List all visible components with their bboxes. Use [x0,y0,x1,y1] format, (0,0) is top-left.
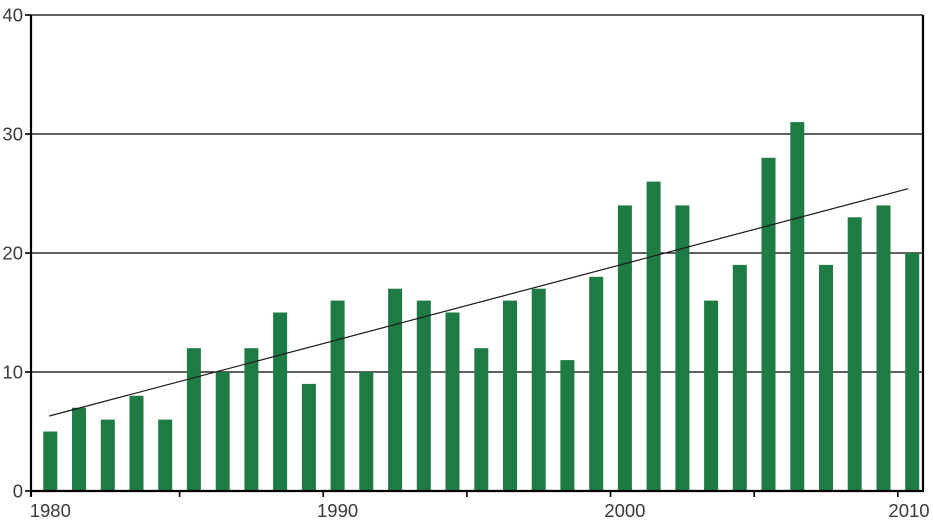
bar-2009 [876,205,891,491]
bar-2007 [819,264,833,491]
bar-2006 [790,122,805,491]
bar-1994 [445,312,460,491]
bar-2010 [905,253,920,491]
bar-1993 [416,300,431,491]
bar-1982 [100,419,115,491]
bar-1995 [474,348,489,491]
bar-1985 [186,348,201,491]
x-tick-label: 2010 [888,500,929,521]
bar-2001 [646,181,661,491]
x-tick-label: 1980 [30,500,71,521]
y-tick-label: 20 [2,243,23,264]
bar-1992 [388,288,403,491]
bar-1989 [301,383,316,491]
x-tick-label: 1990 [317,500,358,521]
bar-1990 [330,300,345,491]
y-tick-label: 40 [2,5,23,26]
trend-line [49,188,909,417]
bar-1984 [158,419,173,491]
bar-2000 [617,205,632,491]
bar-2003 [704,300,719,491]
bar-1991 [359,372,374,491]
y-tick-label: 0 [13,481,23,502]
bar-2005 [761,157,776,492]
bar-2004 [732,264,747,491]
bar-1987 [244,348,259,491]
bar-1997 [531,288,546,491]
bar-1981 [72,407,86,491]
bar-1983 [129,395,144,491]
x-tick-label: 2000 [604,500,645,521]
y-tick-label: 30 [2,124,23,145]
bar-1998 [560,360,575,491]
bar-1980 [43,431,58,491]
bar-1986 [215,372,230,491]
bar-1999 [589,276,604,491]
y-tick-label: 10 [2,362,23,383]
bar-1988 [273,312,288,491]
bar-2002 [675,205,690,491]
bar-2008 [847,217,862,492]
bar-1996 [503,300,517,491]
